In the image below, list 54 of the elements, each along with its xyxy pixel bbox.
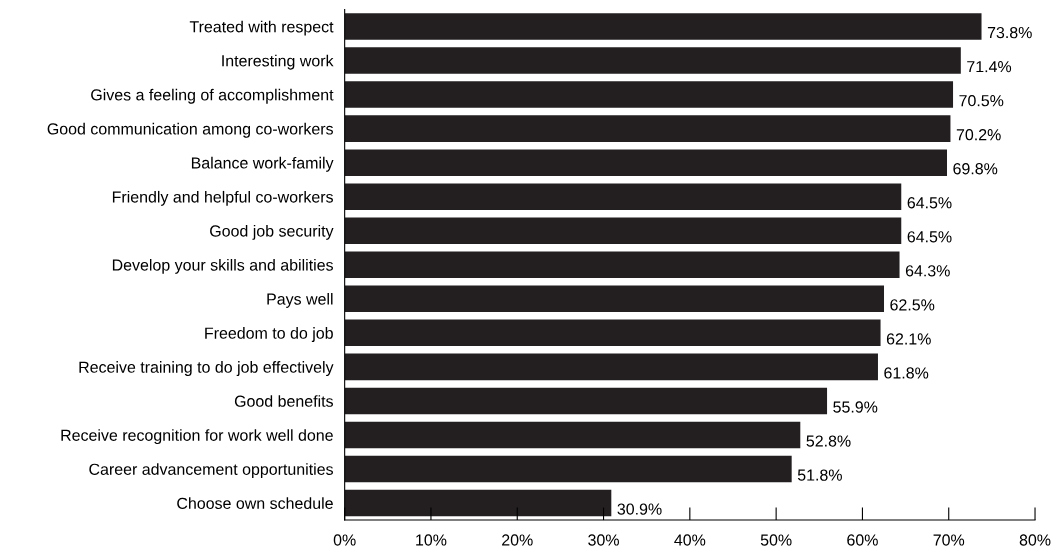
x-tick-label: 70% [933,534,965,546]
bar [344,285,885,313]
x-tick-label: 80% [1019,534,1051,546]
y-tick-label: Treated with respect [189,20,334,36]
bar [344,421,801,449]
data-label: 70.5% [959,95,1004,107]
data-label: 64.5% [907,197,952,209]
y-tick-label: Freedom to do job [205,327,333,342]
data-label: 52.8% [806,435,851,447]
x-tick-label: 10% [416,534,447,546]
y-tick-label: Good job security [210,224,334,240]
data-label: 73.8% [987,26,1032,39]
bar [344,115,951,142]
y-tick-label: Career advancement opportunities [89,463,333,479]
y-tick-label: Develop your skills and abilities [112,258,333,274]
data-label: 55.9% [833,401,878,413]
y-tick-label: Receive training to do job effectively [79,361,334,376]
bar [344,47,961,74]
y-tick-label: Gives a feeling of accomplishment [91,88,334,104]
data-label: 62.1% [886,333,931,345]
x-tick-label: 60% [847,534,878,546]
bar [344,183,902,210]
data-label: 70.2% [956,129,1001,141]
y-tick-label: Balance work-family [191,156,334,172]
bar [344,217,902,245]
y-tick-label: Interesting work [222,54,334,70]
bar [344,387,828,415]
data-label: 71.4% [967,61,1012,73]
data-label: 30.9% [617,503,662,515]
bar [344,353,878,381]
data-label: 64.3% [905,265,950,277]
y-tick-label: Friendly and helpful co-workers [112,190,333,206]
bar [344,81,954,108]
y-tick-label: Pays well [267,293,333,308]
data-label: 61.8% [884,367,929,379]
y-tick-label: Good benefits [234,395,333,407]
data-label: 64.5% [907,231,952,243]
x-tick-label: 20% [502,534,533,546]
y-tick-label: Receive recognition for work well done [61,429,333,445]
x-tick-label: 0% [333,534,356,546]
bar [344,489,612,517]
bar [344,455,792,483]
bar [344,13,982,40]
x-tick-label: 50% [760,534,792,546]
bar [344,319,881,347]
x-tick-label: 30% [588,534,619,546]
y-tick-label: Choose own schedule [177,497,333,509]
bar [344,251,900,279]
data-label: 69.8% [953,163,998,175]
bar [344,149,948,176]
x-tick-label: 40% [674,534,706,546]
y-tick-label: Good communication among co-workers [47,122,333,138]
data-label: 51.8% [797,469,842,481]
data-label: 62.5% [890,299,935,311]
